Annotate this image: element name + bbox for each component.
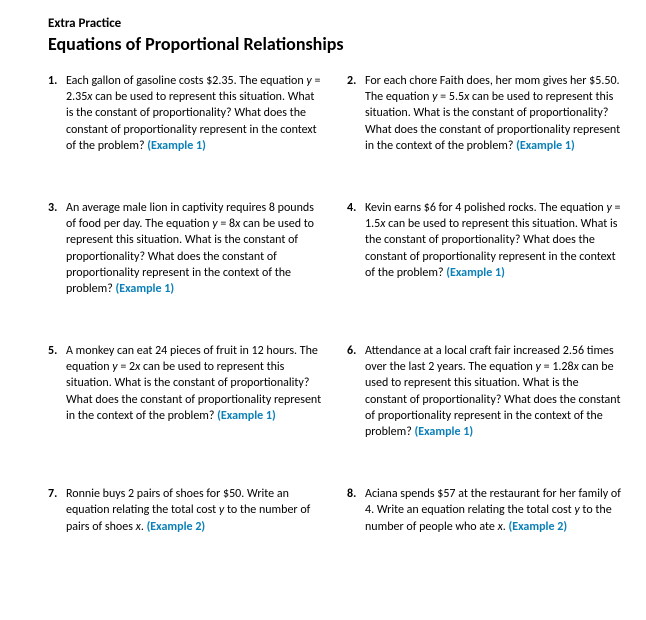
example-number: 1)	[266, 409, 276, 423]
problem-number: 1.	[48, 73, 66, 154]
problem: 6.Attendance at a local craft fair incre…	[347, 343, 622, 440]
equation-mid: = 5.5	[437, 90, 464, 104]
problem-number: 6.	[347, 343, 365, 440]
problem-text-pre: Each gallon of gasoline costs $2.35. The…	[66, 74, 306, 88]
problem: 3.An average male lion in captivity requ…	[48, 200, 323, 297]
example-number: 1)	[463, 425, 473, 439]
example-ref: (Example 2)	[147, 520, 206, 534]
problem-body: A monkey can eat 24 pieces of fruit in 1…	[66, 343, 323, 440]
problem-number: 8.	[347, 486, 365, 535]
problem: 5.A monkey can eat 24 pieces of fruit in…	[48, 343, 323, 440]
example-number: 1)	[495, 266, 505, 280]
example-ref: (Example 1)	[147, 139, 206, 153]
problem-number: 4.	[347, 200, 365, 297]
example-number: 1)	[164, 282, 174, 296]
example-ref: (Example 1)	[446, 266, 505, 280]
example-number: 2)	[195, 520, 205, 534]
problem-number: 3.	[48, 200, 66, 297]
example-label: (Example	[217, 409, 266, 423]
example-label: (Example	[116, 282, 165, 296]
example-ref: (Example 1)	[415, 425, 474, 439]
problem-body: Ronnie buys 2 pairs of shoes for $50. Wr…	[66, 486, 323, 535]
problem-number: 7.	[48, 486, 66, 535]
example-label: (Example	[415, 425, 464, 439]
example-label: (Example	[147, 520, 196, 534]
problem-number: 2.	[347, 73, 365, 154]
example-ref: (Example 1)	[516, 139, 575, 153]
example-number: 1)	[196, 139, 206, 153]
problem-number: 5.	[48, 343, 66, 440]
equation-mid: = 1.28	[541, 360, 574, 374]
example-number: 2)	[557, 520, 567, 534]
example-label: (Example	[147, 139, 196, 153]
example-ref: (Example 1)	[217, 409, 276, 423]
problem-body: For each chore Faith does, her mom gives…	[365, 73, 622, 154]
example-number: 1)	[565, 139, 575, 153]
problem: 7.Ronnie buys 2 pairs of shoes for $50. …	[48, 486, 323, 535]
equation-mid: = 8	[218, 217, 235, 231]
problem: 8.Aciana spends $57 at the restaurant fo…	[347, 486, 622, 535]
problem-body: Attendance at a local craft fair increas…	[365, 343, 622, 440]
equation-mid: = 2	[118, 360, 135, 374]
problem: 4.Kevin earns $6 for 4 polished rocks. T…	[347, 200, 622, 297]
problem-body: Aciana spends $57 at the restaurant for …	[365, 486, 622, 535]
problem: 2.For each chore Faith does, her mom giv…	[347, 73, 622, 154]
problem-body: An average male lion in captivity requir…	[66, 200, 323, 297]
problem-body: Each gallon of gasoline costs $2.35. The…	[66, 73, 323, 154]
example-ref: (Example 1)	[116, 282, 175, 296]
problem-body: Kevin earns $6 for 4 polished rocks. The…	[365, 200, 622, 297]
problem: 1.Each gallon of gasoline costs $2.35. T…	[48, 73, 323, 154]
problems-grid: 1.Each gallon of gasoline costs $2.35. T…	[48, 73, 622, 535]
example-label: (Example	[509, 520, 558, 534]
example-ref: (Example 2)	[509, 520, 568, 534]
example-label: (Example	[516, 139, 565, 153]
pretitle: Extra Practice	[48, 16, 622, 31]
example-label: (Example	[446, 266, 495, 280]
page-title: Equations of Proportional Relationships	[48, 33, 622, 55]
problem-text-pre: Kevin earns $6 for 4 polished rocks. The…	[365, 201, 606, 215]
